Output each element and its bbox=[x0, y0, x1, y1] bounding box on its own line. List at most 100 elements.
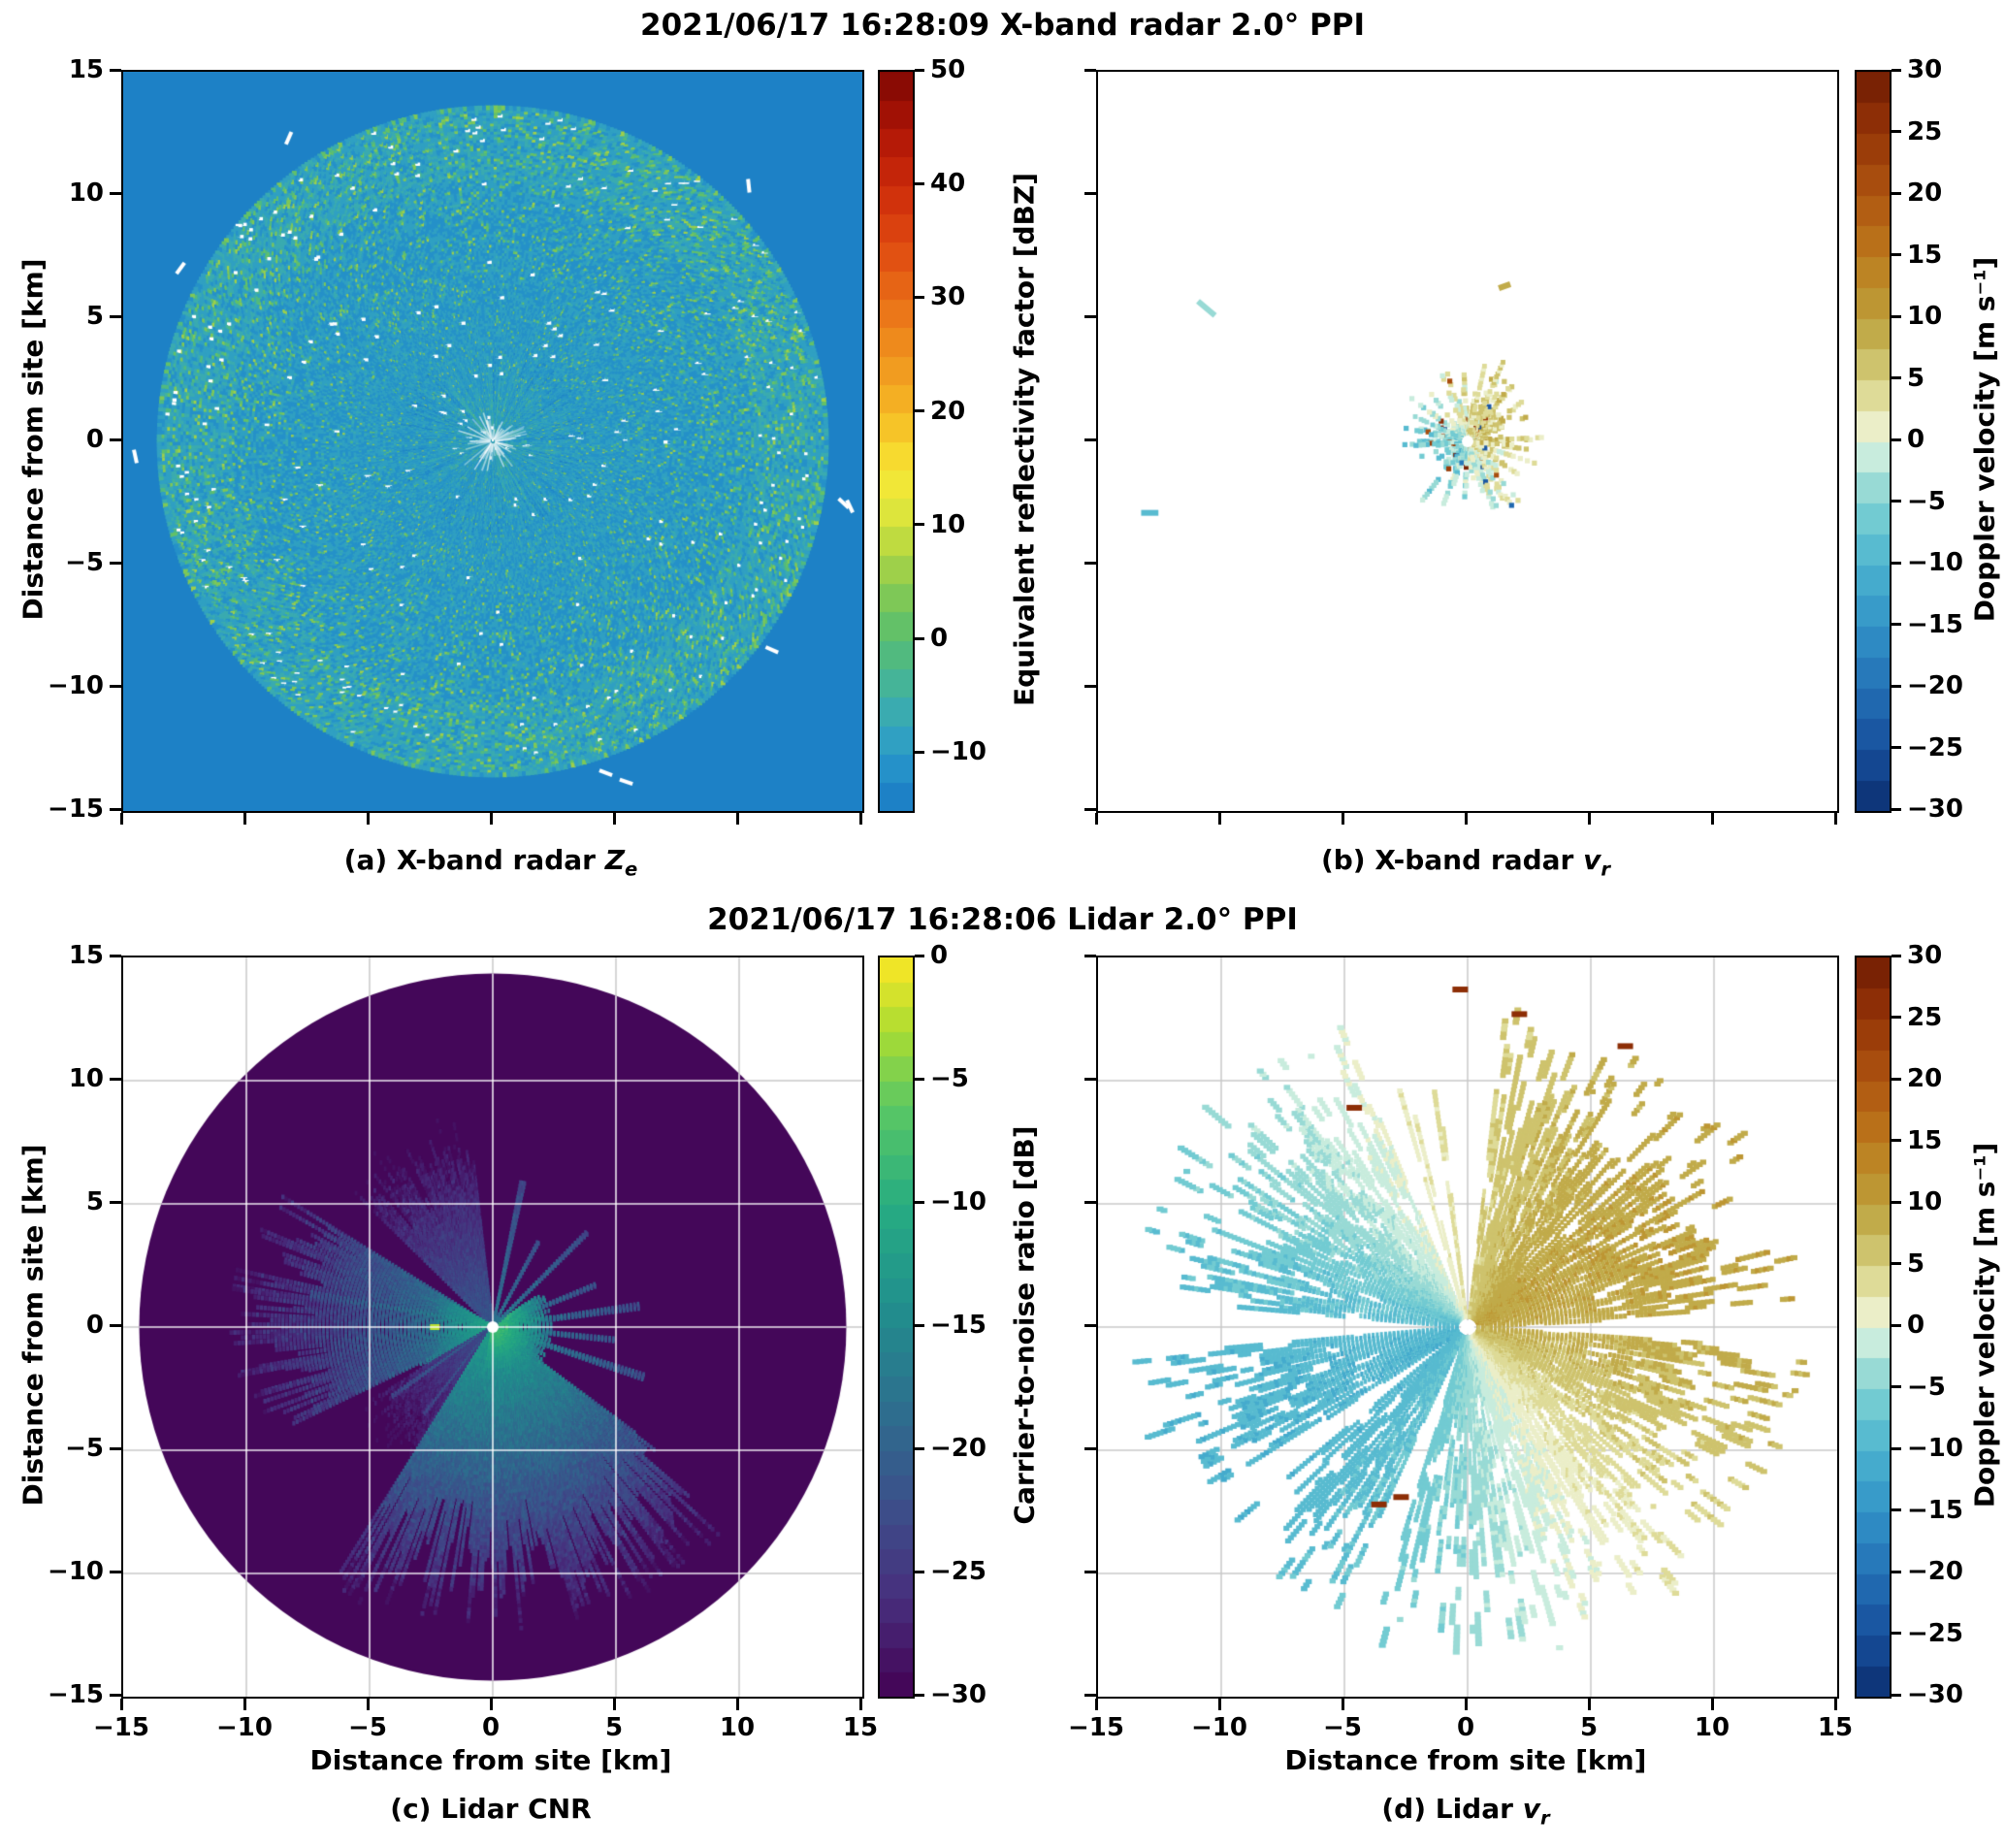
caption-symbol: v bbox=[1522, 1793, 1540, 1825]
x-tick-mark bbox=[366, 813, 370, 825]
colorbar-tick-mark bbox=[1892, 191, 1901, 195]
colorbar-tick-mark bbox=[915, 295, 924, 299]
colorbar-b-label: Doppler velocity [m s⁻¹] bbox=[1968, 256, 2001, 623]
x-tick-mark bbox=[735, 813, 739, 825]
x-tick-label: 5 bbox=[1579, 1713, 1599, 1742]
y-axis-label-row2: Distance from site [km] bbox=[16, 1144, 49, 1507]
x-tick-mark bbox=[1710, 813, 1714, 825]
x-tick-label: −15 bbox=[1068, 1713, 1124, 1742]
y-tick-mark bbox=[1084, 438, 1096, 441]
y-tick-mark bbox=[110, 1323, 121, 1327]
colorbar-tick-label: −30 bbox=[1907, 1680, 1963, 1709]
caption-symbol: Z bbox=[604, 844, 626, 876]
colorbar-tick-label: 0 bbox=[930, 624, 949, 654]
colorbar-tick-label: 30 bbox=[930, 282, 966, 312]
colorbar-tick-mark bbox=[915, 954, 924, 957]
x-tick-mark bbox=[612, 813, 616, 825]
caption-subscript: e bbox=[625, 858, 638, 881]
colorbar-tick-label: 25 bbox=[1907, 1002, 1943, 1032]
colorbar-tick-mark bbox=[1892, 68, 1901, 72]
x-tick-mark bbox=[1833, 813, 1837, 825]
y-axis-label-row1: Distance from site [km] bbox=[16, 258, 49, 621]
colorbar-tick-label: 10 bbox=[930, 509, 966, 539]
x-tick-label: 15 bbox=[842, 1713, 879, 1742]
colorbar-tick-mark bbox=[1892, 954, 1901, 957]
colorbar-tick-mark bbox=[1892, 807, 1901, 811]
x-tick-mark bbox=[1587, 1699, 1591, 1710]
colorbar-tick-mark bbox=[1892, 1016, 1901, 1019]
colorbar-tick-mark bbox=[915, 68, 924, 72]
x-tick-mark bbox=[612, 1699, 616, 1710]
colorbar-tick-label: 30 bbox=[1907, 941, 1943, 970]
colorbar-tick-mark bbox=[915, 1077, 924, 1081]
x-tick-mark bbox=[1833, 1699, 1837, 1710]
colorbar-tick-mark bbox=[915, 636, 924, 640]
x-tick-label: −5 bbox=[1323, 1713, 1362, 1742]
colorbar-a-label: Equivalent reflectivity factor [dBZ] bbox=[1008, 173, 1041, 706]
y-tick-mark bbox=[110, 1570, 121, 1573]
panel-b-radar-velocity-plot bbox=[1096, 70, 1839, 813]
y-tick-mark bbox=[110, 191, 121, 195]
colorbar-tick-label: −20 bbox=[930, 1434, 986, 1463]
colorbar-tick-label: −25 bbox=[930, 1557, 986, 1586]
y-tick-label: −15 bbox=[48, 794, 104, 824]
colorbar-tick-label: −30 bbox=[930, 1680, 986, 1709]
colorbar-tick-mark bbox=[1892, 1262, 1901, 1265]
y-tick-mark bbox=[110, 314, 121, 318]
y-tick-mark bbox=[1084, 1446, 1096, 1450]
colorbar-tick-mark bbox=[1892, 376, 1901, 379]
colorbar-tick-mark bbox=[1892, 746, 1901, 749]
y-tick-mark bbox=[1084, 807, 1096, 811]
y-tick-label: −10 bbox=[48, 1557, 104, 1586]
panel-a-reflectivity-plot bbox=[121, 70, 864, 813]
colorbar-tick-mark bbox=[915, 1693, 924, 1697]
colorbar-tick-mark bbox=[915, 1323, 924, 1327]
y-tick-mark bbox=[110, 684, 121, 688]
colorbar-cnr bbox=[878, 956, 915, 1699]
caption-panel-c: (c) Lidar CNR bbox=[121, 1793, 860, 1830]
x-tick-mark bbox=[735, 1699, 739, 1710]
x-tick-label: 0 bbox=[1456, 1713, 1475, 1742]
x-tick-mark bbox=[1464, 1699, 1468, 1710]
colorbar-reflectivity bbox=[878, 70, 915, 813]
x-axis-label-panel-d: Distance from site [km] bbox=[1284, 1744, 1647, 1776]
colorbar-tick-mark bbox=[1892, 130, 1901, 133]
colorbar-tick-mark bbox=[1892, 1139, 1901, 1142]
colorbar-tick-label: 40 bbox=[930, 169, 966, 199]
y-tick-mark bbox=[110, 1446, 121, 1450]
colorbar-tick-label: 0 bbox=[930, 941, 949, 970]
y-tick-mark bbox=[1084, 684, 1096, 688]
y-tick-mark bbox=[1084, 68, 1096, 72]
colorbar-tick-mark bbox=[1892, 561, 1901, 565]
y-tick-mark bbox=[110, 954, 121, 957]
colorbar-tick-label: −25 bbox=[1907, 732, 1963, 762]
caption-text: (c) Lidar CNR bbox=[390, 1793, 592, 1825]
colorbar-tick-label: −30 bbox=[1907, 794, 1963, 824]
colorbar-tick-mark bbox=[1892, 1632, 1901, 1635]
colorbar-tick-label: −5 bbox=[930, 1064, 969, 1093]
x-axis-label-panel-c: Distance from site [km] bbox=[309, 1744, 672, 1776]
bottom-title: 2021/06/17 16:28:06 Lidar 2.0° PPI bbox=[707, 902, 1298, 937]
colorbar-tick-mark bbox=[915, 750, 924, 754]
caption-subscript: r bbox=[1601, 858, 1611, 881]
colorbar-tick-mark bbox=[1892, 1323, 1901, 1327]
y-tick-mark bbox=[1084, 314, 1096, 318]
x-tick-label: −15 bbox=[93, 1713, 149, 1742]
colorbar-tick-mark bbox=[1892, 623, 1901, 626]
colorbar-tick-label: −15 bbox=[930, 1311, 986, 1340]
x-tick-mark bbox=[1464, 813, 1468, 825]
caption-text: (a) X-band radar bbox=[343, 844, 605, 876]
y-tick-mark bbox=[110, 561, 121, 565]
y-tick-mark bbox=[1084, 1323, 1096, 1327]
colorbar-tick-mark bbox=[1892, 1693, 1901, 1697]
x-tick-mark bbox=[489, 813, 493, 825]
y-tick-mark bbox=[1084, 191, 1096, 195]
colorbar-tick-label: −10 bbox=[930, 737, 986, 767]
x-tick-label: 15 bbox=[1817, 1713, 1854, 1742]
x-tick-mark bbox=[1341, 813, 1344, 825]
x-tick-mark bbox=[1587, 813, 1591, 825]
y-tick-mark bbox=[1084, 954, 1096, 957]
panel-d-lidar-velocity-plot bbox=[1096, 956, 1839, 1699]
colorbar-tick-mark bbox=[1892, 438, 1901, 441]
y-tick-mark bbox=[110, 807, 121, 811]
